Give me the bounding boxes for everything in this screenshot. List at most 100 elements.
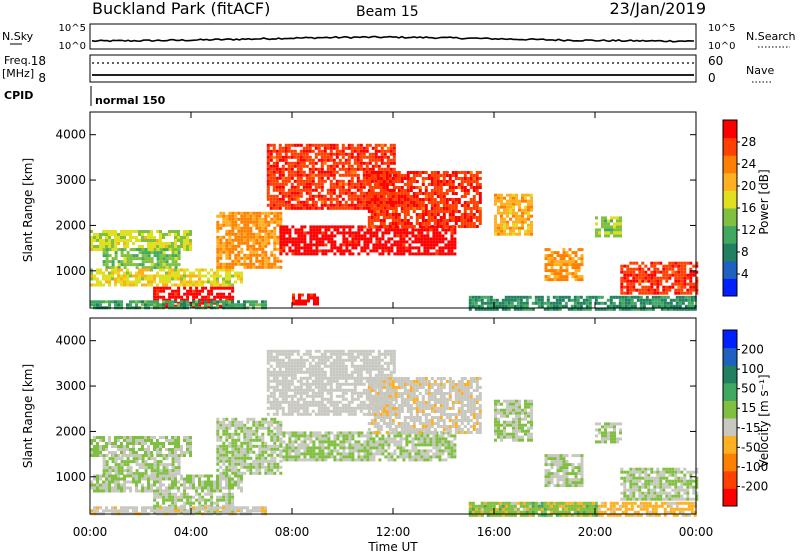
cpid-value: normal 150: [95, 94, 166, 107]
power-colorbar-label: Power [dB]: [757, 169, 771, 234]
heatmap-region: [90, 230, 192, 251]
freq-tick-bottom: 8: [38, 71, 46, 85]
ytick-label: 1000: [55, 264, 86, 278]
xtick-label: 04:00: [174, 525, 209, 539]
colorbar-swatch: [723, 208, 737, 227]
xtick-label: 16:00: [477, 525, 512, 539]
site-title: Buckland Park (fitACF): [92, 0, 270, 18]
colorbar-swatch: [723, 190, 737, 209]
ytick-label: 2000: [55, 424, 86, 438]
colorbar-swatch: [723, 225, 737, 244]
heatmap-region: [544, 248, 584, 282]
power-yticks: 1000 2000 3000 4000: [55, 128, 696, 278]
heatmap-region: [90, 268, 243, 287]
ytick-label: 2000: [55, 218, 86, 232]
cpid-label: CPID: [4, 89, 33, 102]
colorbar-tick-label: -200: [741, 479, 768, 493]
freq-panel: [89, 54, 697, 83]
heatmap-region: [102, 248, 181, 270]
freq-label: Freq.: [4, 54, 31, 67]
ytick-label: 4000: [55, 334, 86, 348]
velocity-yticks: 1000 2000 3000 4000: [55, 334, 696, 484]
ytick-label: 1000: [55, 470, 86, 484]
colorbar-tick-label: -100: [741, 460, 768, 474]
beam-label: Beam 15: [356, 4, 419, 20]
xtick-label: 00:00: [679, 525, 714, 539]
heatmap-region: [102, 454, 181, 476]
nsky-label: N.Sky: [2, 30, 34, 43]
time-axis-label: Time UT: [367, 540, 418, 554]
colorbar-swatch: [723, 470, 737, 489]
colorbar-tick-label: 8: [741, 245, 749, 259]
power-heatmap: [90, 143, 699, 311]
nave-tick-bottom: 0: [708, 71, 716, 85]
xtick-label: 12:00: [376, 525, 411, 539]
colorbar-tick-label: 20: [741, 179, 756, 193]
ytick-label: 4000: [55, 128, 86, 142]
colorbar-tick-label: -15: [741, 421, 761, 435]
nsky-line: [91, 35, 695, 43]
heatmap-region: [367, 171, 482, 228]
colorbar-swatch: [723, 155, 737, 174]
velocity-colorbar: 200 100 50 15 -15 -50 -100 -200: [722, 329, 768, 507]
heatmap-region: [367, 377, 482, 434]
colorbar-swatch: [723, 488, 737, 507]
colorbar-tick-label: 12: [741, 223, 756, 237]
heatmap-region: [266, 143, 396, 210]
heatmap-region: [468, 295, 697, 311]
xtick-label: 08:00: [275, 525, 310, 539]
nsearch-label: N.Search: [746, 30, 796, 43]
nsearch-tick-top: 10^5: [708, 23, 735, 34]
colorbar-frame: [722, 329, 738, 507]
colorbar-swatch: [723, 120, 737, 139]
time-axis: 00:00 04:00 08:00 12:00 16:00 20:00 00:00: [73, 112, 714, 539]
heatmap-region: [216, 417, 283, 475]
xtick-label: 20:00: [578, 525, 613, 539]
velocity-heatmap: [90, 349, 699, 517]
nave-label: Nave: [746, 64, 774, 77]
heatmap-region: [90, 436, 192, 457]
colorbar-tick-label: 24: [741, 157, 756, 171]
freq-unit-label: [MHz]: [2, 67, 34, 80]
colorbar-swatch: [723, 453, 737, 472]
date-label: 23/Jan/2019: [609, 0, 706, 18]
colorbar-tick-label: 50: [741, 382, 756, 396]
colorbar-swatch: [723, 418, 737, 437]
colorbar-tick-label: 200: [741, 343, 764, 357]
colorbar-tick-label: 15: [741, 401, 756, 415]
power-colorbar: 4 8 12 16 20 24 28: [722, 119, 756, 297]
heatmap-region: [620, 467, 699, 501]
heatmap-region: [494, 193, 533, 236]
nsky-panel: [89, 23, 697, 50]
heatmap-region: [544, 454, 584, 488]
velocity-ylabel: Slant Range [km]: [21, 364, 35, 468]
heatmap-region: [595, 216, 622, 238]
freq-tick-top: 18: [31, 54, 46, 68]
colorbar-swatch: [723, 382, 737, 401]
heatmap-region: [279, 225, 457, 256]
xtick-label: 00:00: [73, 525, 108, 539]
nsky-tick-bottom: 10^0: [59, 41, 86, 52]
velocity-colorbar-label: Velocity [m s⁻¹]: [757, 374, 771, 467]
colorbar-swatch: [723, 365, 737, 384]
colorbar-tick-label: 100: [741, 362, 764, 376]
colorbar-tick-label: 4: [741, 267, 749, 281]
colorbar-swatch: [723, 278, 737, 297]
colorbar-swatch: [723, 172, 737, 191]
nsky-tick-top: 10^5: [59, 23, 86, 34]
heatmap-region: [494, 399, 533, 442]
ytick-label: 3000: [55, 173, 86, 187]
colorbar-tick-label: 16: [741, 201, 756, 215]
nave-tick-top: 60: [708, 54, 723, 68]
colorbar-tick-label: 28: [741, 135, 756, 149]
heatmap-region: [468, 501, 598, 517]
heatmap-region: [216, 211, 283, 269]
colorbar-tick-label: -50: [741, 440, 761, 454]
colorbar-swatch: [723, 347, 737, 366]
nsearch-tick-bottom: 10^0: [708, 41, 735, 52]
power-ylabel: Slant Range [km]: [21, 158, 35, 262]
colorbar-swatch: [723, 330, 737, 349]
heatmap-region: [620, 261, 699, 295]
colorbar-swatch: [723, 260, 737, 279]
